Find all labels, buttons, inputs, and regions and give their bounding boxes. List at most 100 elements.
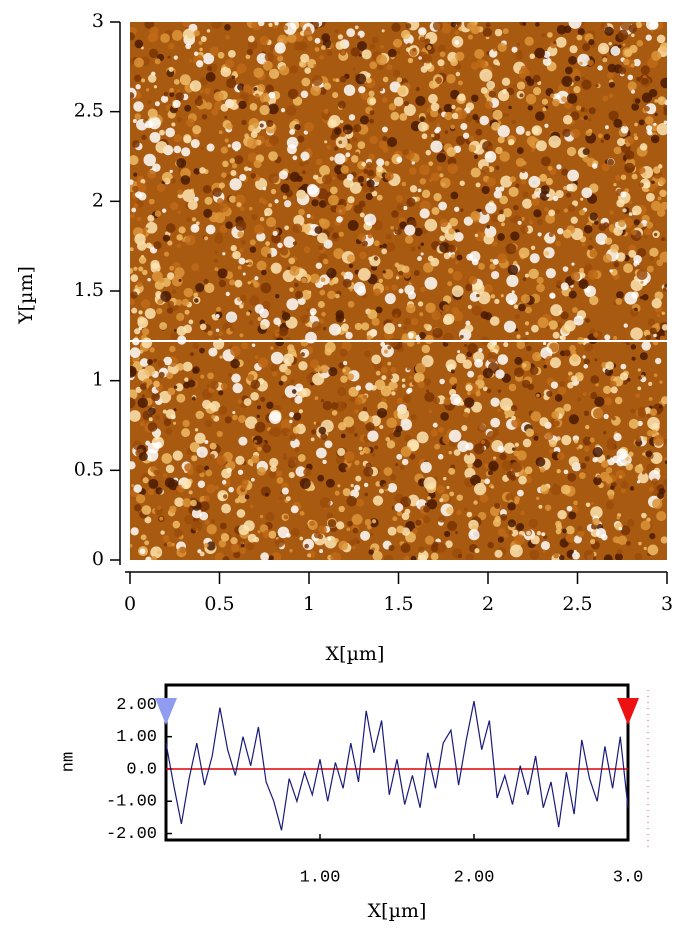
texture-grain xyxy=(561,435,571,445)
texture-grain xyxy=(361,162,366,167)
texture-grain xyxy=(221,172,227,178)
texture-grain xyxy=(260,322,268,330)
texture-grain xyxy=(596,528,606,538)
texture-grain xyxy=(478,263,485,270)
texture-grain xyxy=(397,77,402,82)
texture-grain xyxy=(348,301,355,308)
texture-grain xyxy=(229,196,236,203)
texture-grain xyxy=(623,59,630,66)
texture-grain xyxy=(248,281,251,284)
texture-grain xyxy=(338,541,348,551)
texture-grain xyxy=(579,209,585,215)
texture-grain xyxy=(408,58,413,63)
texture-grain xyxy=(267,253,271,257)
texture-grain xyxy=(561,311,569,319)
texture-grain xyxy=(571,271,581,281)
texture-grain xyxy=(561,485,571,495)
texture-grain xyxy=(298,361,307,370)
texture-grain xyxy=(171,543,175,547)
texture-grain xyxy=(368,234,373,239)
texture-grain xyxy=(414,270,420,276)
texture-grain xyxy=(521,169,526,174)
texture-grain xyxy=(564,470,569,475)
texture-grain xyxy=(536,140,547,151)
texture-grain xyxy=(244,398,252,406)
texture-grain xyxy=(386,234,392,240)
texture-grain xyxy=(143,477,149,483)
texture-grain xyxy=(569,456,579,466)
texture-grain xyxy=(326,479,335,488)
texture-grain xyxy=(662,324,668,330)
texture-grain xyxy=(350,397,356,403)
texture-grain xyxy=(532,193,537,198)
texture-grain xyxy=(199,512,208,521)
texture-grain xyxy=(641,513,647,519)
texture-grain xyxy=(617,448,628,459)
texture-grain xyxy=(210,47,219,56)
texture-grain xyxy=(379,489,384,494)
texture-grain xyxy=(347,254,355,262)
texture-grain xyxy=(529,519,538,528)
texture-grain xyxy=(565,67,573,75)
texture-grain xyxy=(218,268,228,278)
texture-grain xyxy=(610,485,614,489)
texture-grain xyxy=(219,182,225,188)
texture-grain xyxy=(372,519,376,523)
texture-grain xyxy=(557,510,566,519)
texture-grain xyxy=(318,301,325,308)
texture-grain xyxy=(619,67,626,74)
texture-grain xyxy=(150,132,161,143)
texture-grain xyxy=(253,281,259,287)
texture-grain xyxy=(594,397,604,407)
texture-grain xyxy=(214,235,223,244)
texture-grain xyxy=(646,35,652,41)
texture-grain xyxy=(177,117,182,122)
texture-grain xyxy=(404,225,415,236)
texture-grain xyxy=(145,227,148,230)
texture-grain xyxy=(613,433,621,441)
texture-grain xyxy=(446,74,455,83)
texture-grain xyxy=(561,76,572,87)
texture-grain xyxy=(306,309,309,312)
texture-grain xyxy=(340,76,347,83)
texture-grain xyxy=(649,248,658,257)
texture-grain xyxy=(544,124,548,128)
texture-grain xyxy=(446,507,454,515)
texture-grain xyxy=(439,173,443,177)
texture-grain xyxy=(425,536,434,545)
texture-grain xyxy=(402,182,407,187)
texture-grain xyxy=(653,166,660,173)
texture-grain xyxy=(432,207,440,215)
texture-grain xyxy=(430,140,442,152)
texture-grain xyxy=(651,478,658,485)
texture-grain xyxy=(588,39,594,45)
texture-grain xyxy=(203,279,208,284)
texture-grain xyxy=(356,385,361,390)
texture-grain xyxy=(566,526,575,535)
texture-grain xyxy=(526,346,532,352)
texture-grain xyxy=(598,133,603,138)
texture-grain xyxy=(590,212,598,220)
texture-grain xyxy=(360,183,363,186)
texture-grain xyxy=(132,140,140,148)
texture-grain xyxy=(513,205,519,211)
texture-grain xyxy=(550,304,562,316)
texture-grain xyxy=(551,381,558,388)
texture-grain xyxy=(514,357,522,365)
texture-grain xyxy=(359,251,367,259)
texture-grain xyxy=(395,463,398,466)
texture-grain xyxy=(467,22,476,31)
texture-grain xyxy=(410,185,417,192)
texture-grain xyxy=(444,314,455,325)
texture-grain xyxy=(192,368,198,374)
texture-grain xyxy=(517,147,524,154)
texture-grain xyxy=(133,267,137,271)
texture-grain xyxy=(397,86,406,95)
texture-grain xyxy=(536,497,539,500)
texture-grain xyxy=(257,530,260,533)
texture-grain xyxy=(390,226,394,230)
texture-grain xyxy=(259,309,269,319)
texture-grain xyxy=(131,208,136,213)
texture-grain xyxy=(540,484,547,491)
texture-grain xyxy=(333,78,336,81)
